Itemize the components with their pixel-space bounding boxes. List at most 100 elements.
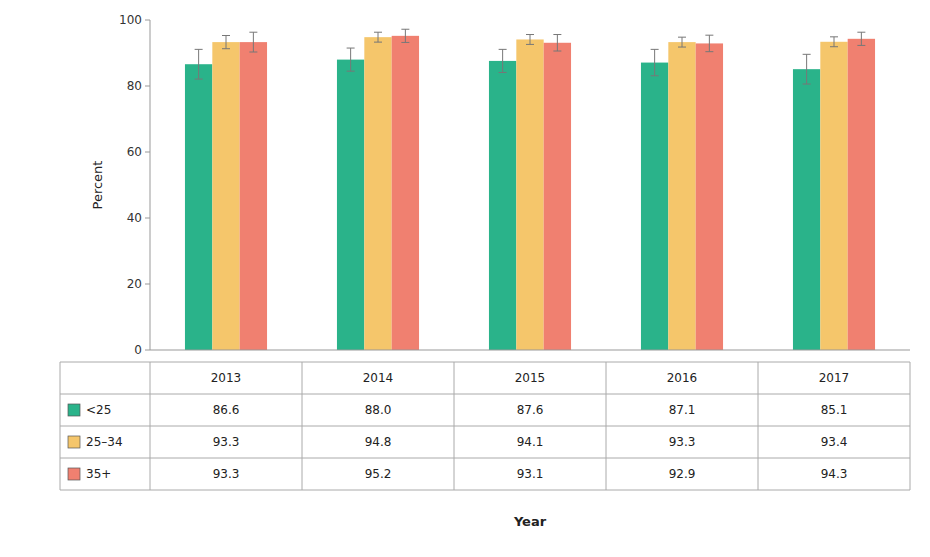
- table-row-line: [60, 490, 910, 491]
- data-table: 20132014201520162017<2586.688.087.687.18…: [60, 362, 910, 490]
- chart-svg: 020406080100Percent20132014201520162017<…: [0, 0, 930, 557]
- error-bar-cap: [526, 34, 534, 35]
- legend-label: 35+: [86, 467, 111, 481]
- legend-swatch: [68, 468, 80, 480]
- table-col-line: [758, 362, 759, 490]
- table-col-line: [606, 362, 607, 490]
- error-bar-stem: [405, 29, 406, 42]
- table-col-line: [910, 362, 911, 490]
- y-axis-line: [150, 20, 151, 350]
- bar: [696, 43, 723, 350]
- error-bar: [526, 35, 534, 45]
- x-axis-line: [150, 350, 910, 351]
- error-bar-cap: [374, 42, 382, 43]
- error-bar-stem: [502, 49, 503, 72]
- table-col-line: [454, 362, 455, 490]
- y-tick: [145, 218, 150, 219]
- bar: [820, 42, 847, 350]
- chart-container: 020406080100Percent20132014201520162017<…: [0, 0, 930, 557]
- error-bar-cap: [249, 32, 257, 33]
- bar: [392, 36, 419, 350]
- y-tick-label: 60: [127, 145, 142, 159]
- bar: [544, 43, 571, 350]
- error-bar-cap: [857, 32, 865, 33]
- error-bar: [374, 32, 382, 42]
- bar: [364, 37, 391, 350]
- error-bar-cap: [678, 47, 686, 48]
- table-value: 86.6: [213, 403, 240, 417]
- table-value: 87.6: [517, 403, 544, 417]
- error-bar-cap: [499, 72, 507, 73]
- error-bar-cap: [553, 51, 561, 52]
- error-bar-stem: [350, 48, 351, 71]
- y-tick-label: 80: [127, 79, 142, 93]
- table-value: 93.3: [669, 435, 696, 449]
- legend-swatch: [68, 404, 80, 416]
- error-bar: [249, 32, 257, 52]
- error-bar: [651, 49, 659, 75]
- error-bar-cap: [678, 37, 686, 38]
- error-bar-cap: [803, 54, 811, 55]
- table-col-line: [60, 362, 61, 490]
- error-bar-cap: [830, 36, 838, 37]
- bar: [848, 39, 875, 350]
- error-bar-cap: [553, 34, 561, 35]
- error-bar-cap: [651, 75, 659, 76]
- table-value: 94.8: [365, 435, 392, 449]
- error-bar-cap: [195, 49, 203, 50]
- table-header: 2013: [211, 371, 242, 385]
- y-axis: 020406080100: [119, 13, 150, 357]
- error-bar: [195, 49, 203, 79]
- error-bar-cap: [401, 42, 409, 43]
- y-tick: [145, 284, 150, 285]
- table-col-line: [302, 362, 303, 490]
- bar: [240, 42, 267, 350]
- error-bar-stem: [654, 49, 655, 75]
- bar: [489, 61, 516, 350]
- error-bar-stem: [530, 35, 531, 45]
- error-bar-cap: [803, 84, 811, 85]
- error-bar-cap: [526, 44, 534, 45]
- error-bar-cap: [651, 49, 659, 50]
- error-bar: [857, 32, 865, 45]
- error-bar: [705, 35, 713, 52]
- error-bar-stem: [682, 37, 683, 47]
- error-bar: [803, 54, 811, 84]
- table-value: 94.1: [517, 435, 544, 449]
- error-bar: [553, 35, 561, 52]
- y-tick: [145, 350, 150, 351]
- error-bar: [401, 29, 409, 42]
- error-bar-cap: [401, 29, 409, 30]
- error-bar-stem: [806, 54, 807, 84]
- error-bar: [347, 48, 355, 71]
- x-axis-label: Year: [513, 514, 547, 529]
- error-bar-cap: [857, 45, 865, 46]
- error-bar-cap: [705, 51, 713, 52]
- table-value: 93.3: [213, 435, 240, 449]
- error-bar-stem: [253, 32, 254, 52]
- table-value: 92.9: [669, 467, 696, 481]
- error-bar-cap: [222, 35, 230, 36]
- table-value: 87.1: [669, 403, 696, 417]
- error-bar-cap: [222, 48, 230, 49]
- error-bar-stem: [834, 37, 835, 47]
- error-bar: [222, 36, 230, 49]
- table-header: 2015: [515, 371, 546, 385]
- error-bar-cap: [195, 79, 203, 80]
- y-tick-label: 100: [119, 13, 142, 27]
- legend-label: <25: [86, 403, 111, 417]
- table-col-line: [150, 362, 151, 490]
- error-bar-cap: [249, 52, 257, 53]
- legend-swatch: [68, 436, 80, 448]
- error-bar-stem: [378, 32, 379, 42]
- bar: [793, 69, 820, 350]
- table-header: 2014: [363, 371, 394, 385]
- bar: [668, 42, 695, 350]
- error-bar-stem: [226, 36, 227, 49]
- bar: [641, 63, 668, 350]
- y-tick: [145, 86, 150, 87]
- y-axis-label: Percent: [90, 161, 105, 210]
- table-header: 2016: [667, 371, 698, 385]
- table-value: 93.3: [213, 467, 240, 481]
- y-tick-label: 0: [134, 343, 142, 357]
